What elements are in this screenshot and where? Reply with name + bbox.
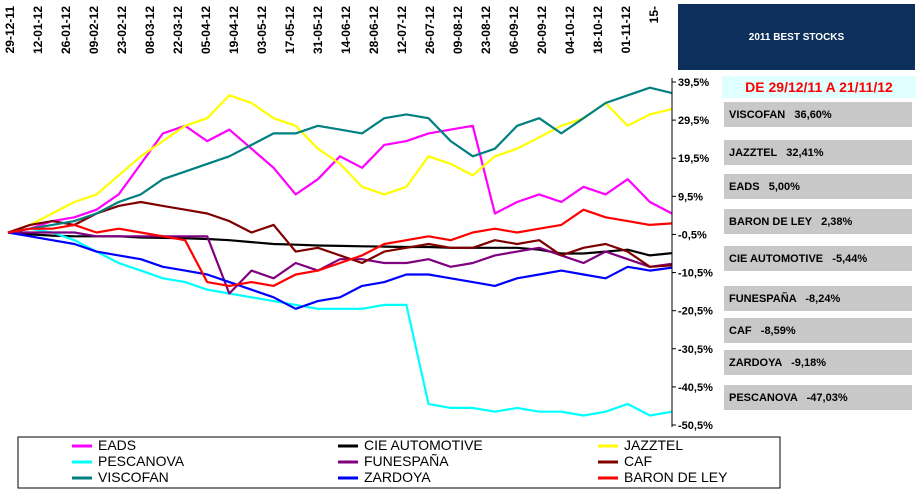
legend-label: BARON DE LEY	[624, 469, 728, 485]
legend-layer: EADS CIE AUTOMOTIVE JAZZTEL PESCANOVA FUNESP…	[17, 436, 781, 489]
series-line-8	[7, 208, 673, 287]
x-tick-label: 05-04-12	[199, 6, 213, 54]
perf-item-pescanova: PESCANOVA -47,03%	[724, 385, 912, 410]
series-line-5	[7, 200, 673, 268]
x-tick-label: 06-09-12	[507, 6, 521, 54]
x-tick-label: 15-	[647, 6, 661, 23]
x-tick-label: 14-06-12	[339, 6, 353, 54]
perf-item-zardoya: ZARDOYA -9,18%	[724, 350, 912, 375]
series-line-2	[7, 94, 673, 234]
x-tick-label: 23-08-12	[479, 6, 493, 54]
axis-layer: 39,5% 29,5% 19,5% 9,5% -0,5% -10,5% -20,5% -30,…	[3, 6, 713, 432]
y-tick-label: 39,5%	[678, 77, 709, 89]
series-layer	[7, 86, 673, 417]
x-tick-label: 04-10-12	[563, 6, 577, 54]
legend-label: CAF	[624, 453, 652, 469]
x-tick-label: 28-06-12	[367, 6, 381, 54]
y-tick-label: -0,5%	[678, 229, 707, 241]
perf-item-caf: CAF -8,59%	[724, 318, 912, 343]
y-tick-label: -40,5%	[678, 382, 713, 394]
x-tick-label: 31-05-12	[311, 6, 325, 54]
perf-item-viscofan: VISCOFAN 36,60%	[724, 102, 912, 127]
series-line-6	[7, 86, 673, 234]
y-tick-label: -10,5%	[678, 268, 713, 280]
y-tick-label: 19,5%	[678, 153, 709, 165]
x-tick-label: 26-07-12	[423, 6, 437, 54]
legend-label: EADS	[98, 437, 136, 453]
date-range-label: DE 29/12/11 A 21/11/12	[722, 76, 916, 98]
x-tick-label: 01-11-12	[619, 6, 633, 54]
x-tick-label: 12-07-12	[395, 6, 409, 54]
y-tick-label: 29,5%	[678, 115, 709, 127]
x-tick-label: 03-05-12	[255, 6, 269, 54]
legend-label: FUNESPAÑA	[364, 453, 449, 469]
y-tick-label: 9,5%	[678, 191, 703, 203]
x-tick-label: 09-02-12	[87, 6, 101, 54]
x-tick-label: 20-09-12	[535, 6, 549, 54]
series-line-7	[7, 231, 673, 310]
legend-label: CIE AUTOMOTIVE	[364, 437, 483, 453]
legend-label: VISCOFAN	[98, 469, 169, 485]
perf-item-jazztel: JAZZTEL 32,41%	[724, 140, 912, 165]
x-tick-label: 18-10-12	[591, 6, 605, 54]
x-tick-label: 26-01-12	[59, 6, 73, 54]
legend-box	[17, 436, 781, 489]
legend-label: ZARDOYA	[364, 469, 431, 485]
x-tick-label: 22-03-12	[171, 6, 185, 54]
perf-item-eads: EADS 5,00%	[724, 174, 912, 199]
perf-item-baron-de-ley: BARON DE LEY 2,38%	[724, 209, 912, 234]
y-tick-label: -50,5%	[678, 420, 713, 432]
x-tick-label: 08-03-12	[143, 6, 157, 54]
perf-item-cie-automotive: CIE AUTOMOTIVE -5,44%	[724, 246, 912, 271]
x-tick-label: 23-02-12	[115, 6, 129, 54]
series-line-3	[7, 227, 673, 417]
x-tick-label: 09-08-12	[451, 6, 465, 54]
y-tick-label: -20,5%	[678, 306, 713, 318]
y-tick-label: -30,5%	[678, 344, 713, 356]
perf-item-funespana: FUNESPAÑA -8,24%	[724, 286, 912, 311]
x-tick-label: 12-01-12	[31, 6, 45, 54]
legend-label: PESCANOVA	[98, 453, 185, 469]
series-line-0	[7, 124, 673, 234]
panel-title: 2011 BEST STOCKS	[678, 4, 915, 70]
x-tick-label: 17-05-12	[283, 6, 297, 54]
x-tick-label: 29-12-11	[3, 6, 17, 54]
legend-label: JAZZTEL	[624, 437, 683, 453]
x-tick-label: 19-04-12	[227, 6, 241, 54]
